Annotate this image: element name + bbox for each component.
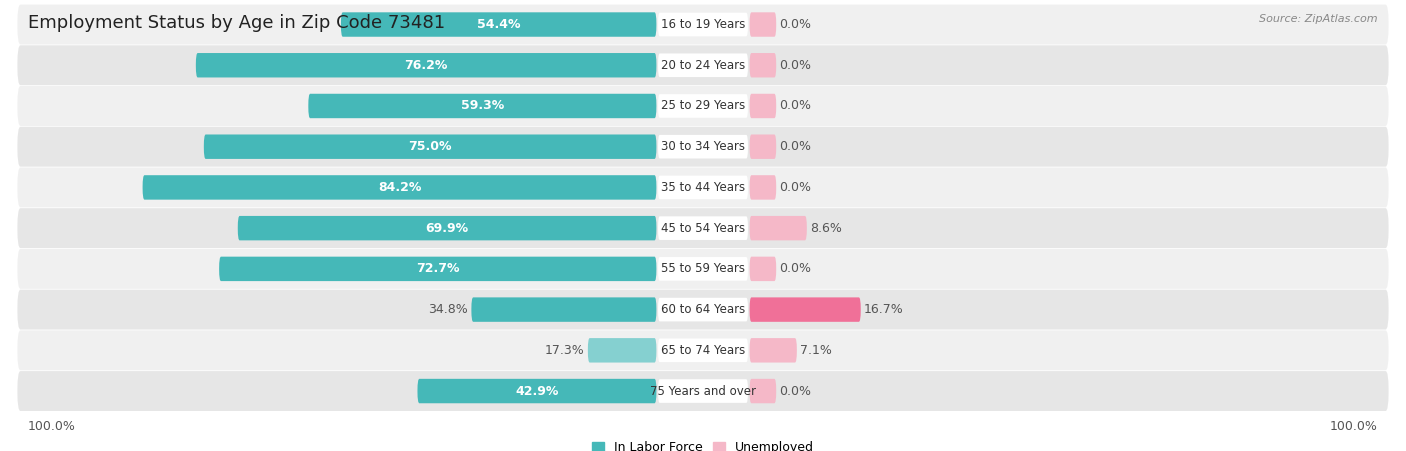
Text: 42.9%: 42.9% [515,385,558,397]
FancyBboxPatch shape [658,175,748,199]
Text: 16 to 19 Years: 16 to 19 Years [661,18,745,31]
FancyBboxPatch shape [658,53,748,77]
FancyBboxPatch shape [204,134,657,159]
Text: 69.9%: 69.9% [426,221,468,235]
Text: 8.6%: 8.6% [810,221,842,235]
FancyBboxPatch shape [142,175,657,200]
FancyBboxPatch shape [588,338,657,363]
FancyBboxPatch shape [17,127,1389,167]
Text: 65 to 74 Years: 65 to 74 Years [661,344,745,357]
FancyBboxPatch shape [749,216,807,240]
FancyBboxPatch shape [658,216,748,240]
Text: 0.0%: 0.0% [779,100,811,112]
Text: 75.0%: 75.0% [408,140,451,153]
Text: 35 to 44 Years: 35 to 44 Years [661,181,745,194]
FancyBboxPatch shape [17,208,1389,248]
Text: 0.0%: 0.0% [779,181,811,194]
Text: 0.0%: 0.0% [779,385,811,397]
Text: 72.7%: 72.7% [416,262,460,276]
FancyBboxPatch shape [17,167,1389,207]
Text: 54.4%: 54.4% [477,18,520,31]
FancyBboxPatch shape [471,297,657,322]
FancyBboxPatch shape [749,338,797,363]
FancyBboxPatch shape [749,379,776,403]
Text: 45 to 54 Years: 45 to 54 Years [661,221,745,235]
FancyBboxPatch shape [418,379,657,403]
FancyBboxPatch shape [308,94,657,118]
FancyBboxPatch shape [17,5,1389,45]
Text: 76.2%: 76.2% [405,59,449,72]
FancyBboxPatch shape [238,216,657,240]
Text: 0.0%: 0.0% [779,18,811,31]
FancyBboxPatch shape [658,13,748,37]
Text: 0.0%: 0.0% [779,262,811,276]
Text: Source: ZipAtlas.com: Source: ZipAtlas.com [1260,14,1378,23]
Text: 59.3%: 59.3% [461,100,503,112]
Text: 7.1%: 7.1% [800,344,832,357]
Text: 16.7%: 16.7% [865,303,904,316]
Legend: In Labor Force, Unemployed: In Labor Force, Unemployed [592,441,814,451]
FancyBboxPatch shape [658,379,748,403]
FancyBboxPatch shape [749,53,776,78]
FancyBboxPatch shape [219,257,657,281]
FancyBboxPatch shape [17,249,1389,289]
FancyBboxPatch shape [749,175,776,200]
Text: 0.0%: 0.0% [779,59,811,72]
FancyBboxPatch shape [17,331,1389,370]
Text: 60 to 64 Years: 60 to 64 Years [661,303,745,316]
Text: 34.8%: 34.8% [429,303,468,316]
FancyBboxPatch shape [658,257,748,281]
FancyBboxPatch shape [17,290,1389,330]
Text: 20 to 24 Years: 20 to 24 Years [661,59,745,72]
Text: 75 Years and over: 75 Years and over [650,385,756,397]
FancyBboxPatch shape [749,257,776,281]
FancyBboxPatch shape [195,53,657,78]
Text: 30 to 34 Years: 30 to 34 Years [661,140,745,153]
Text: 17.3%: 17.3% [544,344,585,357]
Text: 0.0%: 0.0% [779,140,811,153]
Text: 100.0%: 100.0% [28,420,76,433]
FancyBboxPatch shape [658,135,748,158]
Text: 84.2%: 84.2% [378,181,422,194]
FancyBboxPatch shape [749,134,776,159]
FancyBboxPatch shape [658,94,748,118]
FancyBboxPatch shape [17,86,1389,126]
FancyBboxPatch shape [658,339,748,362]
FancyBboxPatch shape [340,12,657,37]
FancyBboxPatch shape [749,297,860,322]
FancyBboxPatch shape [17,371,1389,411]
FancyBboxPatch shape [658,298,748,322]
Text: 55 to 59 Years: 55 to 59 Years [661,262,745,276]
FancyBboxPatch shape [749,12,776,37]
Text: Employment Status by Age in Zip Code 73481: Employment Status by Age in Zip Code 734… [28,14,446,32]
Text: 100.0%: 100.0% [1330,420,1378,433]
Text: 25 to 29 Years: 25 to 29 Years [661,100,745,112]
FancyBboxPatch shape [17,45,1389,85]
FancyBboxPatch shape [749,94,776,118]
